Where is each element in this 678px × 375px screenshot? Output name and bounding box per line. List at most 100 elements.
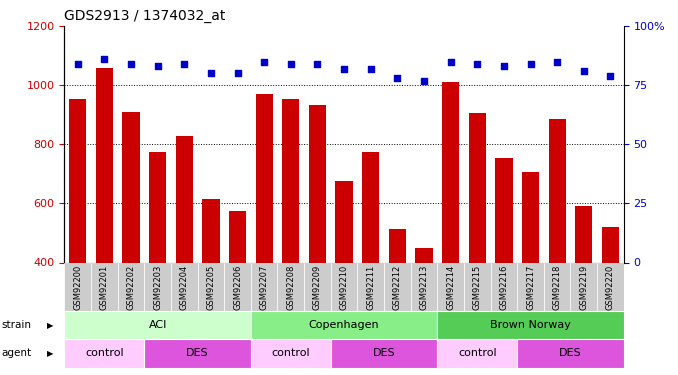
Point <box>339 66 350 72</box>
Point <box>99 56 110 62</box>
Point <box>179 61 190 67</box>
Point <box>392 75 403 81</box>
Bar <box>464 262 491 311</box>
Bar <box>357 262 384 311</box>
Bar <box>416 248 433 262</box>
Text: GSM92214: GSM92214 <box>446 265 455 310</box>
Bar <box>149 152 166 262</box>
Text: GSM92219: GSM92219 <box>579 265 589 310</box>
Text: GSM92208: GSM92208 <box>286 265 296 310</box>
Text: GSM92213: GSM92213 <box>420 265 428 310</box>
Point <box>205 70 216 76</box>
Point <box>605 73 616 79</box>
Bar <box>144 262 171 311</box>
Bar <box>308 105 326 262</box>
Bar <box>69 99 86 262</box>
Text: strain: strain <box>1 320 31 330</box>
Bar <box>491 262 517 311</box>
Point <box>259 58 270 64</box>
Bar <box>251 339 331 368</box>
Bar <box>277 262 304 311</box>
Bar <box>362 152 380 262</box>
Bar <box>176 135 193 262</box>
Bar <box>517 262 544 311</box>
Point <box>232 70 243 76</box>
Bar <box>144 339 251 368</box>
Text: GSM92216: GSM92216 <box>500 265 508 310</box>
Text: DES: DES <box>186 348 209 358</box>
Point <box>472 61 483 67</box>
Bar <box>256 94 273 262</box>
Point <box>285 61 296 67</box>
Text: GSM92207: GSM92207 <box>260 265 268 310</box>
Text: GSM92200: GSM92200 <box>73 265 82 310</box>
Bar <box>118 262 144 311</box>
Point <box>312 61 323 67</box>
Bar <box>64 339 144 368</box>
Bar <box>549 119 566 262</box>
Bar <box>224 262 251 311</box>
Bar <box>575 206 593 262</box>
Point <box>365 66 376 72</box>
Bar <box>64 262 91 311</box>
Text: GSM92209: GSM92209 <box>313 265 322 310</box>
Bar <box>442 82 459 262</box>
Point <box>498 63 509 69</box>
Text: GSM92203: GSM92203 <box>153 265 162 310</box>
Text: DES: DES <box>373 348 395 358</box>
Point <box>578 68 589 74</box>
Bar <box>544 262 570 311</box>
Text: control: control <box>85 348 123 358</box>
Text: GSM92212: GSM92212 <box>393 265 402 310</box>
Text: ▶: ▶ <box>47 349 54 358</box>
Bar <box>171 262 197 311</box>
Bar <box>197 262 224 311</box>
Text: GSM92220: GSM92220 <box>606 265 615 310</box>
Point <box>445 58 456 64</box>
Bar <box>437 262 464 311</box>
Bar <box>282 99 300 262</box>
Text: GSM92201: GSM92201 <box>100 265 109 310</box>
Text: GSM92210: GSM92210 <box>340 265 348 310</box>
Text: Copenhagen: Copenhagen <box>308 320 380 330</box>
Bar <box>411 262 437 311</box>
Bar <box>91 262 118 311</box>
Text: GSM92204: GSM92204 <box>180 265 188 310</box>
Point <box>125 61 136 67</box>
Bar <box>388 228 406 262</box>
Bar <box>495 158 513 262</box>
Bar <box>331 339 437 368</box>
Point <box>525 61 536 67</box>
Text: GSM92218: GSM92218 <box>553 265 561 310</box>
Bar <box>570 262 597 311</box>
Bar <box>304 262 331 311</box>
Text: GDS2913 / 1374032_at: GDS2913 / 1374032_at <box>64 9 226 23</box>
Bar <box>437 339 517 368</box>
Point <box>552 58 563 64</box>
Text: ACI: ACI <box>148 320 167 330</box>
Text: agent: agent <box>1 348 31 358</box>
Text: GSM92211: GSM92211 <box>366 265 375 310</box>
Point <box>73 61 83 67</box>
Text: GSM92205: GSM92205 <box>206 265 216 310</box>
Bar <box>251 262 277 311</box>
Bar <box>229 211 246 262</box>
Bar <box>96 68 113 262</box>
Point <box>418 78 429 84</box>
Bar <box>597 262 624 311</box>
Text: Brown Norway: Brown Norway <box>490 320 571 330</box>
Text: GSM92217: GSM92217 <box>526 265 535 310</box>
Bar <box>64 311 251 339</box>
Bar <box>468 113 486 262</box>
Bar <box>602 227 619 262</box>
Bar <box>437 311 624 339</box>
Bar <box>384 262 411 311</box>
Text: control: control <box>271 348 310 358</box>
Text: ▶: ▶ <box>47 321 54 330</box>
Point <box>152 63 163 69</box>
Bar <box>202 199 220 262</box>
Bar <box>331 262 357 311</box>
Text: GSM92202: GSM92202 <box>127 265 136 310</box>
Text: DES: DES <box>559 348 582 358</box>
Bar <box>336 181 353 262</box>
